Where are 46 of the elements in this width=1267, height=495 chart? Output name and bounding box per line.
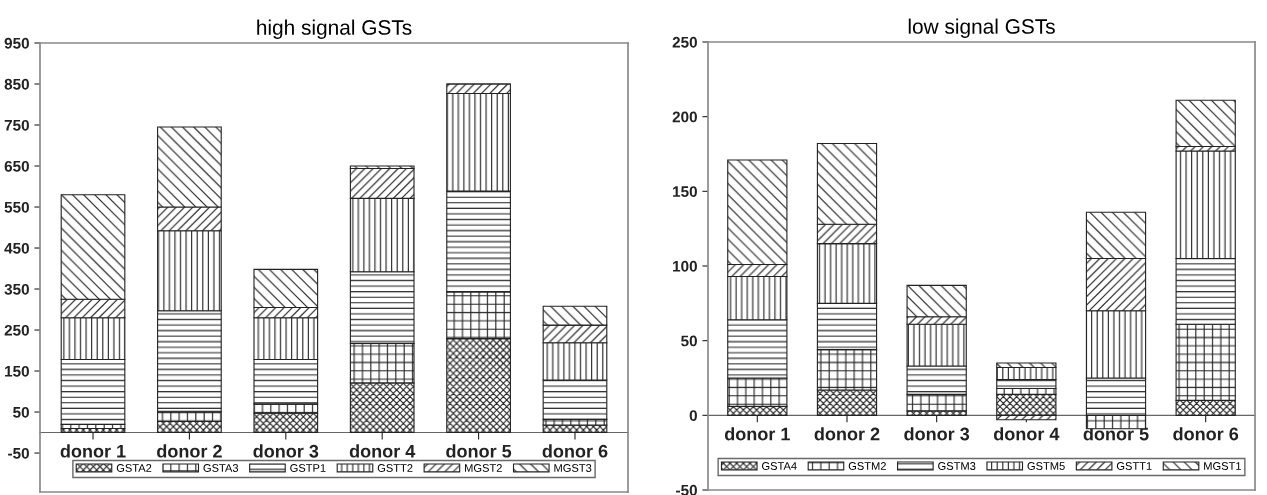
x-tick-label: donor 4 (349, 444, 416, 458)
x-tick-label: donor 2 (157, 444, 222, 458)
legend-label: GSTP1 (290, 464, 326, 472)
y-tick-label: 550 (4, 201, 29, 213)
x-tick-label: donor 6 (1173, 427, 1239, 441)
legend-label: GSTM5 (1027, 462, 1065, 470)
y-tick-label: 150 (5, 365, 29, 377)
x-tick-label: donor 5 (446, 444, 512, 458)
y-tick-label: 750 (4, 119, 29, 131)
y-tick-label: 950 (4, 37, 29, 49)
y-tick-label: 200 (672, 111, 697, 123)
bar (996, 393, 1057, 416)
legend-label: MGST2 (465, 464, 502, 472)
x-tick-label: donor 4 (993, 427, 1060, 441)
x-tick-label: donor 3 (904, 427, 970, 441)
legend-label: MGST1 (1204, 462, 1241, 470)
legend-label: GSTT2 (377, 464, 413, 472)
x-tick-label: donor 5 (1083, 427, 1149, 441)
chart-title: high signal GSTs (257, 19, 412, 39)
y-tick-label: 100 (673, 260, 697, 272)
legend-label: MGST3 (554, 464, 592, 472)
x-tick-label: donor 1 (724, 427, 790, 441)
x-tick-label: donor 3 (253, 444, 319, 458)
legend-label: GSTT1 (1116, 462, 1152, 470)
chart-title: low signal GSTs (908, 18, 1055, 38)
y-tick-label: -50 (676, 484, 697, 495)
y-tick-label: 50 (681, 335, 697, 347)
x-tick-label: donor 2 (814, 427, 880, 441)
y-tick-label: 450 (4, 242, 29, 254)
legend-label: GSTA4 (762, 462, 797, 470)
y-tick-label: 850 (4, 78, 29, 90)
legend-label: GSTM3 (938, 462, 976, 470)
y-tick-label: 150 (673, 186, 697, 198)
y-tick-label: -50 (8, 447, 29, 459)
legend-label: GSTM2 (848, 462, 886, 470)
x-tick-label: donor 1 (60, 444, 126, 458)
bar (1175, 99, 1236, 148)
y-tick-label: 650 (4, 160, 29, 172)
x-tick-label: donor 6 (542, 444, 608, 458)
legend-label: GSTA3 (203, 464, 239, 472)
legend-label: GSTA2 (116, 464, 152, 472)
y-tick-label: 250 (4, 324, 29, 336)
y-tick-label: 350 (4, 283, 29, 295)
y-tick-label: 0 (689, 410, 697, 422)
y-tick-label: 50 (13, 406, 29, 418)
y-tick-label: 250 (672, 36, 697, 48)
